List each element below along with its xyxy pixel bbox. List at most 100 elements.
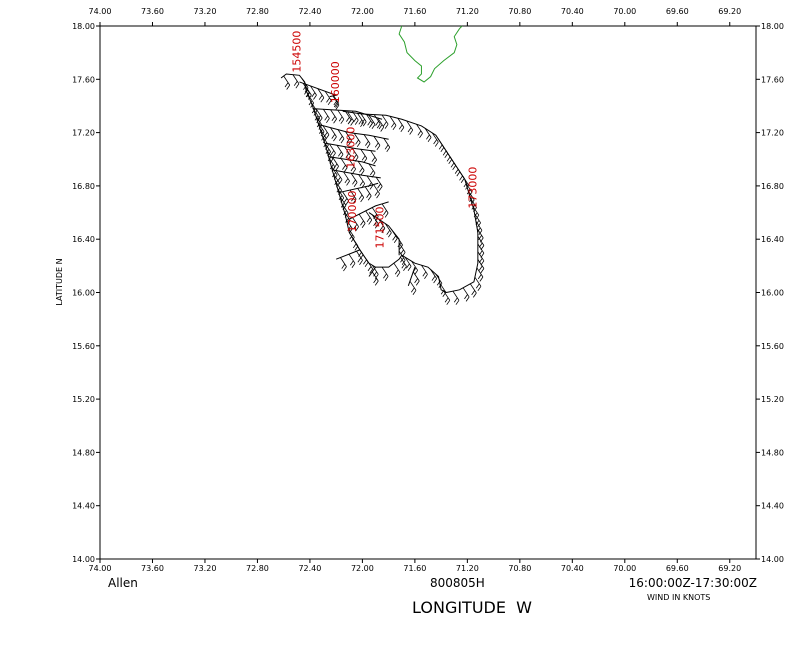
wind-barb	[344, 110, 352, 120]
wind-barb-flag	[417, 130, 422, 136]
wind-barb-flag	[479, 276, 484, 282]
wind-barb	[404, 256, 412, 267]
wind-barb-flag	[304, 89, 308, 95]
wind-barb-flag	[359, 167, 363, 173]
wind-barb-flag	[431, 275, 436, 281]
wind-barb-flag	[318, 117, 323, 123]
wind-barb-flag	[376, 123, 381, 129]
x-tick-label-bottom: 71.20	[456, 564, 479, 573]
wind-barb-flag	[478, 265, 483, 271]
wind-barb-flag	[401, 263, 406, 269]
wind-barb-flag	[324, 115, 329, 121]
wind-barb-flag	[460, 178, 465, 184]
wind-barb	[330, 109, 337, 120]
wind-barb	[406, 120, 414, 131]
wind-barb-flag	[386, 147, 391, 153]
wind-barb	[337, 109, 345, 120]
wind-barb-flag	[351, 196, 355, 202]
wind-barb	[351, 147, 359, 158]
wind-barb	[332, 173, 340, 184]
wind-barb-flag	[347, 225, 352, 231]
wind-barb	[335, 170, 343, 180]
wind-barb-flag	[480, 268, 485, 274]
wind-barb-flag	[361, 155, 366, 161]
wind-barb	[330, 127, 337, 137]
wind-barb	[359, 112, 367, 122]
wind-barb	[332, 93, 339, 104]
wind-barb-flag	[327, 100, 332, 106]
track-leg	[325, 142, 376, 152]
wind-barb	[322, 125, 330, 135]
wind-barb-flag	[384, 212, 389, 218]
track-leg	[312, 108, 383, 120]
wind-barb	[356, 250, 363, 261]
y-tick-label-left: 16.00	[72, 289, 95, 298]
x-tick-label-top: 72.00	[351, 7, 374, 16]
wind-barb-flag	[476, 227, 481, 233]
wind-barb-flag	[305, 92, 310, 98]
x-tick-label-bottom: 73.60	[141, 564, 164, 573]
wind-barb-flag	[480, 245, 485, 251]
wind-barb-flag	[468, 191, 473, 197]
wind-barb	[371, 207, 379, 217]
axis-tick-labels: 74.00 74.00 73.60 73.60 73.20 73.20 72.80 72.80…	[72, 7, 784, 573]
wind-barb-flag	[380, 126, 385, 132]
x-tick-label-top: 72.80	[246, 7, 269, 16]
time-label: 163000	[345, 127, 358, 169]
wind-barb-flag	[330, 150, 335, 156]
wind-barb-flag	[351, 263, 356, 268]
wind-barb	[439, 282, 447, 293]
wind-barb-flag	[310, 102, 315, 108]
wind-barb-flag	[366, 143, 371, 149]
wind-barb-flag	[368, 219, 373, 225]
wind-barb	[373, 184, 380, 194]
wind-barb	[424, 128, 432, 138]
wind-barb	[393, 262, 401, 273]
wind-barb-flag	[465, 184, 469, 190]
wind-barb	[348, 253, 356, 264]
wind-barb-flag	[371, 172, 376, 178]
wind-barb	[366, 259, 374, 270]
wind-barb	[339, 196, 347, 206]
wind-barb	[474, 276, 482, 287]
x-tick-label-top: 71.20	[456, 7, 479, 16]
wind-barb-flag	[477, 286, 482, 291]
wind-barb-flag	[363, 259, 367, 265]
x-tick-label-bottom: 71.60	[403, 564, 426, 573]
wind-barb-flag	[477, 222, 481, 228]
wind-barb-flag	[322, 138, 327, 144]
wind-barb-flag	[344, 178, 349, 184]
time-label: 160000	[329, 61, 342, 103]
wind-barb-flag	[383, 121, 387, 127]
wind-barb	[364, 186, 372, 197]
wind-barb	[302, 83, 310, 93]
wind-barb-flag	[427, 137, 432, 143]
wind-barb-flag	[373, 159, 377, 165]
wind-barb-flag	[286, 84, 291, 90]
wind-barb	[349, 189, 357, 200]
wind-barb	[476, 267, 484, 278]
wind-barb-flag	[478, 230, 483, 235]
x-tick-label-top: 69.20	[718, 7, 741, 16]
wind-barb-flag	[357, 257, 362, 263]
wind-barb	[330, 165, 338, 176]
wind-barb-flag	[471, 204, 476, 210]
track-leg	[332, 169, 381, 179]
wind-barb-flag	[346, 180, 350, 186]
wind-barb	[315, 115, 323, 126]
wind-barb-flag	[407, 127, 412, 133]
wind-barb	[351, 110, 359, 121]
x-tick-label-bottom: 74.00	[89, 564, 112, 573]
wind-barb-flag	[469, 197, 473, 203]
wind-barb	[430, 269, 438, 279]
wind-barb	[336, 145, 344, 155]
wind-barb-flag	[475, 220, 480, 225]
wind-barb-flag	[318, 124, 323, 130]
wind-barb	[349, 159, 356, 170]
wind-barb-flag	[342, 164, 346, 170]
wind-barb-flag	[284, 82, 289, 88]
wind-barb-flag	[463, 182, 468, 188]
wind-barb	[328, 157, 336, 168]
wind-barb	[398, 250, 406, 261]
